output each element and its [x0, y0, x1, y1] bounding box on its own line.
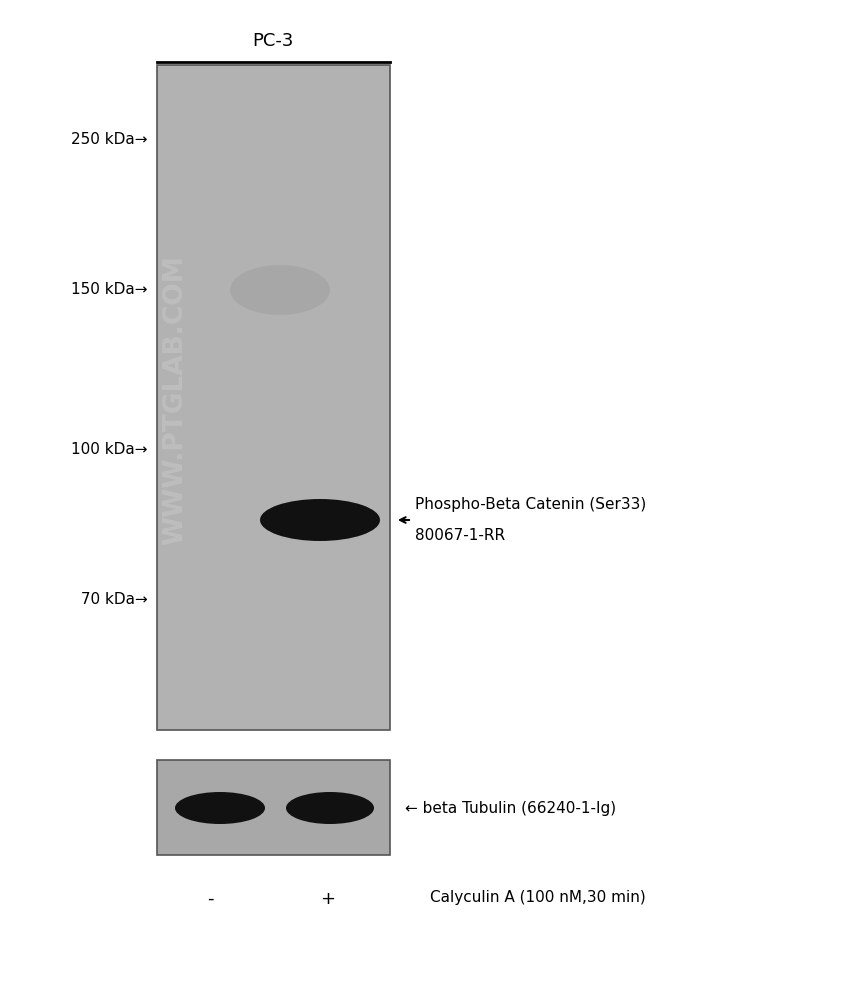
Text: 150 kDa→: 150 kDa→ [71, 282, 148, 298]
Text: Phospho-Beta Catenin (Ser33): Phospho-Beta Catenin (Ser33) [415, 497, 646, 512]
Text: PC-3: PC-3 [252, 32, 294, 50]
Text: 80067-1-RR: 80067-1-RR [415, 528, 505, 543]
Text: Calyculin A (100 nM,30 min): Calyculin A (100 nM,30 min) [430, 890, 646, 905]
Text: 70 kDa→: 70 kDa→ [76, 592, 148, 607]
Text: ← beta Tubulin (66240-1-Ig): ← beta Tubulin (66240-1-Ig) [405, 800, 616, 816]
Text: 100 kDa→: 100 kDa→ [71, 442, 148, 458]
Ellipse shape [260, 499, 380, 541]
Bar [157, 760, 390, 855]
Ellipse shape [230, 265, 330, 315]
Text: +: + [320, 890, 336, 908]
Ellipse shape [286, 792, 374, 824]
Bar [157, 65, 390, 730]
Text: 250 kDa→: 250 kDa→ [71, 132, 148, 147]
Text: -: - [207, 890, 213, 908]
Ellipse shape [175, 792, 265, 824]
Text: WWW.PTGLAB.COM: WWW.PTGLAB.COM [162, 255, 188, 545]
